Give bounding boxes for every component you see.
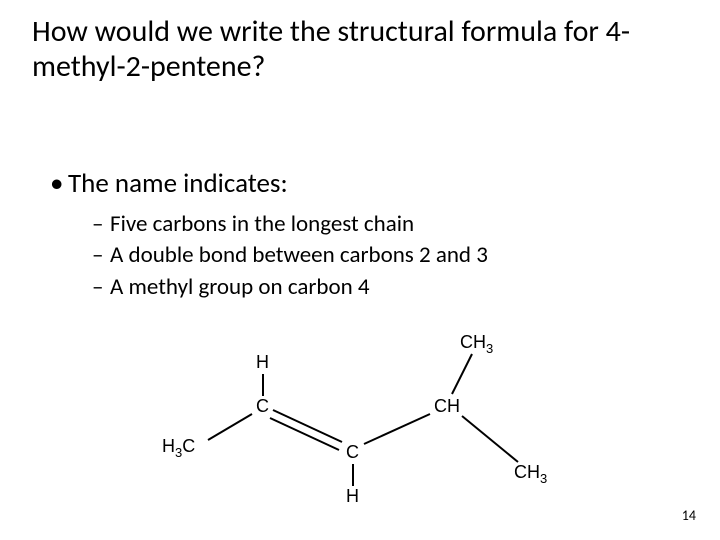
label-h3c-left: H3C [162, 436, 195, 460]
bond-c3-c4 [364, 414, 430, 444]
bond-c4-ch3-top [452, 354, 472, 394]
bond-c4-c5 [462, 416, 518, 462]
bullet-main: •The name indicates: [50, 168, 288, 200]
sub-bullet-3: –A methyl group on carbon 4 [92, 273, 488, 302]
bullet-dot-icon: • [50, 168, 68, 200]
label-ch3-right: CH3 [514, 462, 547, 486]
slide-title: How would we write the structural formul… [32, 14, 692, 85]
sub-bullet-2: –A double bond between carbons 2 and 3 [92, 241, 488, 270]
chemical-structure: H3C C H C H CH CH3 CH3 [150, 320, 570, 520]
bullet-main-text: The name indicates: [68, 167, 288, 200]
label-ch-c4: CH [434, 396, 460, 416]
dash-icon: – [92, 241, 110, 270]
label-c2: C [256, 396, 269, 416]
label-c3: C [346, 442, 359, 462]
sub-bullet-1: –Five carbons in the longest chain [92, 210, 488, 239]
sub-bullet-list: –Five carbons in the longest chain –A do… [92, 210, 488, 304]
label-h-top: H [256, 352, 269, 372]
page-number: 14 [682, 507, 696, 524]
dash-icon: – [92, 210, 110, 239]
bond-c2-c3-a [273, 410, 342, 442]
dash-icon: – [92, 273, 110, 302]
bond-c1-c2 [208, 414, 252, 440]
bond-c2-c3-b [270, 418, 339, 450]
sub-bullet-3-text: A methyl group on carbon 4 [110, 273, 370, 301]
sub-bullet-1-text: Five carbons in the longest chain [110, 210, 414, 238]
label-ch3-top: CH3 [460, 332, 493, 356]
label-h-bottom: H [346, 486, 359, 506]
sub-bullet-2-text: A double bond between carbons 2 and 3 [110, 241, 488, 269]
